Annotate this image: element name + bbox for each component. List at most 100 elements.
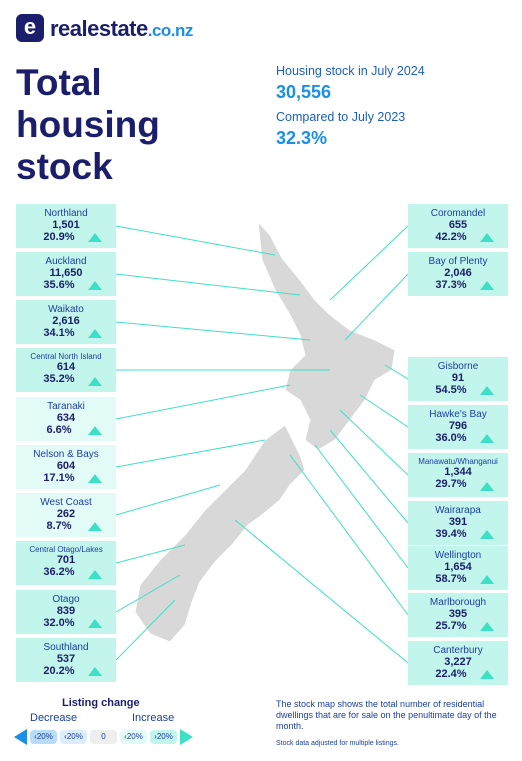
region-name: Central North Island: [30, 352, 102, 361]
region-stock: 91: [451, 372, 465, 384]
region-stock: 2,046: [444, 267, 472, 279]
leader-lines: [115, 225, 409, 664]
stat-value: 30,556: [276, 82, 332, 102]
stat-value: 32.3%: [276, 128, 328, 148]
region-change: 17.1%: [43, 472, 75, 484]
up-arrow: [88, 619, 102, 628]
legend-increase: Increase: [132, 712, 175, 724]
stat-label: Compared to July 2023: [276, 110, 406, 124]
logo-text: realestate: [50, 16, 148, 41]
region-box: Southland 537 20.2%: [16, 638, 116, 682]
region-change: 20.9%: [43, 231, 75, 243]
legend-decrease: Decrease: [30, 712, 78, 724]
legend-item: ‹20%: [120, 730, 147, 744]
up-arrow: [480, 622, 494, 631]
up-arrow: [88, 522, 102, 531]
region-stock: 701: [56, 554, 76, 566]
up-arrow: [480, 281, 494, 290]
region-box: Nelson & Bays 604 17.1%: [16, 445, 116, 489]
region-box: Wairarapa 391 39.4%: [408, 501, 508, 545]
up-arrow: [88, 233, 102, 242]
up-arrow: [88, 426, 102, 435]
region-stock: 395: [448, 608, 468, 620]
region-change: 25.7%: [435, 620, 467, 632]
leader-line: [234, 519, 409, 664]
logo: realestate.co.nz: [50, 16, 193, 42]
region-change: 34.1%: [43, 327, 75, 339]
leader-line: [115, 384, 291, 420]
region-change: 58.7%: [435, 573, 467, 585]
leader-line: [115, 439, 266, 468]
logo-icon: e: [16, 14, 44, 42]
region-change: 32.0%: [43, 617, 75, 629]
region-name: Manawatu/Whanganui: [418, 457, 498, 466]
region-box: Hawke's Bay 796 36.0%: [408, 405, 508, 449]
region-stock: 11,650: [49, 267, 83, 279]
up-arrow: [88, 281, 102, 290]
region-stock: 3,227: [444, 656, 472, 668]
note: The stock map shows the total number of …: [276, 699, 497, 731]
region-stock: 655: [448, 219, 468, 231]
legend-item: 0: [90, 730, 117, 744]
region-name: Nelson & Bays: [33, 449, 99, 460]
region-name: Gisborne: [437, 361, 479, 372]
region-stock: 1,501: [52, 219, 80, 231]
region-box: Central Otago/Lakes 701 36.2%: [16, 541, 116, 585]
up-arrow: [480, 482, 494, 491]
region-stock: 634: [56, 412, 76, 424]
logo-suffix: .co.nz: [147, 21, 194, 40]
region-change: 22.4%: [435, 668, 467, 680]
up-arrow: [88, 377, 102, 386]
leader-line: [384, 364, 409, 380]
up-arrow: [480, 575, 494, 584]
region-stock: 1,344: [444, 466, 472, 478]
up-arrow: [480, 530, 494, 539]
leader-line: [359, 394, 409, 428]
up-arrow: [88, 570, 102, 579]
leader-line: [115, 599, 176, 661]
region-name: Bay of Plenty: [428, 256, 488, 267]
region-stock: 2,616: [52, 315, 80, 327]
region-box: Wellington 1,654 58.7%: [408, 546, 508, 590]
region-name: Southland: [43, 642, 89, 653]
region-change: 39.4%: [435, 528, 467, 540]
up-arrow: [480, 670, 494, 679]
region-change: 37.3%: [435, 279, 467, 291]
up-arrow: [480, 233, 494, 242]
region-box: Coromandel 655 42.2%: [408, 204, 508, 248]
region-box: Otago 839 32.0%: [16, 590, 116, 634]
legend-item: ‹20%: [60, 730, 87, 744]
region-stock: 604: [56, 460, 76, 472]
region-name: Waikato: [48, 304, 84, 315]
leader-line: [314, 444, 409, 569]
leader-line: [329, 429, 409, 524]
region-name: Auckland: [45, 256, 87, 267]
leader-line: [115, 484, 221, 516]
region-change: 35.6%: [43, 279, 75, 291]
region-stock: 391: [448, 516, 468, 528]
north-island: [257, 220, 396, 451]
leader-line: [115, 544, 186, 564]
legend-item: ‹20%: [30, 730, 57, 744]
region-name: Central Otago/Lakes: [29, 545, 103, 554]
region-name: Taranaki: [47, 401, 85, 412]
region-change: 35.2%: [43, 373, 75, 385]
leader-line: [339, 409, 409, 476]
region-change: 20.2%: [43, 665, 75, 677]
region-name: West Coast: [40, 497, 92, 508]
region-box: Auckland 11,650 35.6%: [16, 252, 116, 296]
stat-label: Housing stock in July 2024: [276, 64, 425, 78]
legend-item: ›20%: [150, 730, 177, 744]
region-stock: 537: [56, 653, 76, 665]
legend-title: Listing change: [62, 697, 140, 709]
region-box: Gisborne 91 54.5%: [408, 357, 508, 401]
region-change: 29.7%: [435, 478, 467, 490]
region-change: 8.7%: [46, 520, 72, 532]
up-arrow: [88, 667, 102, 676]
arrow-left: [14, 729, 27, 745]
leader-line: [115, 574, 181, 613]
leader-line: [115, 321, 311, 341]
arrow-right: [180, 729, 193, 745]
region-box: Marlborough 395 25.7%: [408, 593, 508, 637]
